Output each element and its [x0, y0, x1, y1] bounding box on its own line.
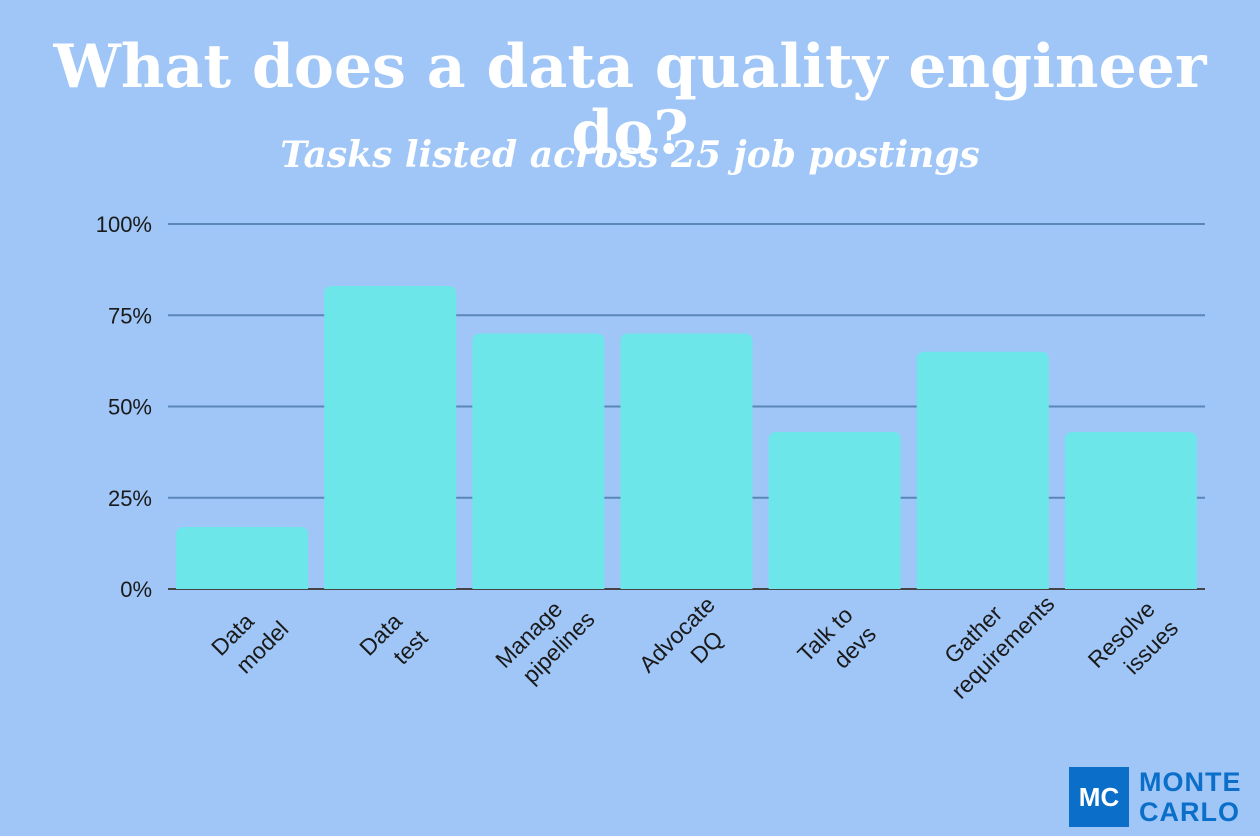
y-axis-ticks: 0% 25% 50% 75% 100%	[96, 212, 152, 602]
y-tick-label: 0%	[120, 577, 152, 602]
logo-mark: MC	[1069, 767, 1129, 827]
bar	[916, 351, 1049, 589]
y-tick-label: 50%	[108, 395, 152, 420]
monte-carlo-logo: MC MONTE CARLO	[1069, 767, 1251, 827]
logo-line-1: MONTE	[1139, 767, 1242, 797]
logo-wordmark: MONTE CARLO	[1139, 767, 1251, 827]
bar	[1064, 432, 1197, 589]
y-tick-label: 75%	[108, 303, 152, 328]
bars	[176, 286, 1197, 589]
bar	[324, 286, 457, 589]
chart-subtitle: Tasks listed across 25 job postings	[280, 134, 980, 176]
chart-title: What does a data quality engineer do?	[53, 32, 1207, 168]
y-tick-label: 25%	[108, 486, 152, 511]
bar	[176, 526, 309, 589]
bar	[768, 432, 901, 589]
bar	[472, 333, 605, 589]
y-tick-label: 100%	[96, 212, 152, 237]
logo-line-2: CARLO	[1139, 797, 1240, 827]
bar	[620, 333, 753, 589]
